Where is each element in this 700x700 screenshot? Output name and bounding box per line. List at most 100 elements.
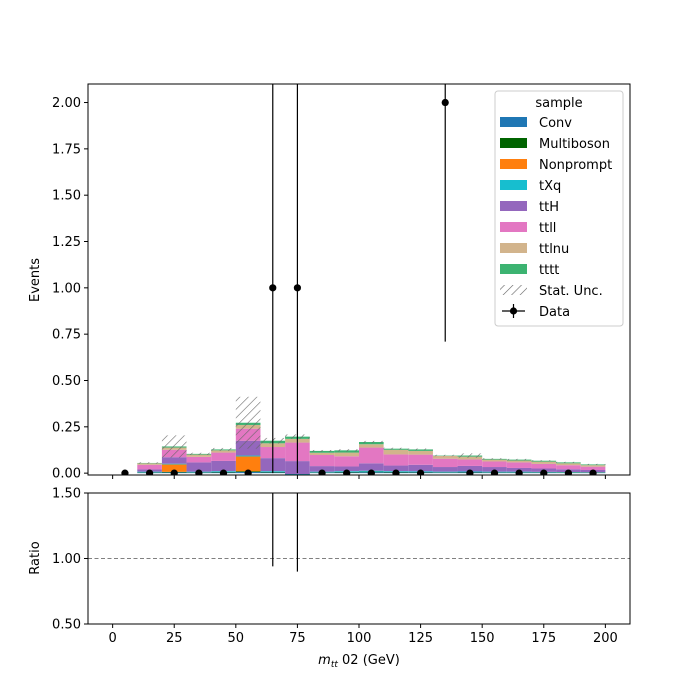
stat-unc-8 [309, 449, 335, 452]
y-tick-label-top-2: 0.50 [52, 374, 81, 389]
legend-label-ttll: ttll [539, 221, 556, 236]
bottom-y-axis: 0.50 1.00 1.50 [52, 487, 88, 633]
stat-unc-17 [531, 460, 557, 462]
stat-unc-3 [186, 452, 212, 455]
data-point-12 [416, 469, 425, 475]
bar-ttll-8 [309, 454, 335, 467]
x-tick-label-5: 125 [408, 631, 433, 646]
stat-unc-12 [408, 448, 433, 451]
data-points [121, 84, 597, 475]
legend-swatch-stat-unc [500, 285, 527, 295]
y-tick-label-top-0: 0.00 [52, 467, 81, 482]
stat-unc-4 [211, 447, 236, 451]
bar-ttlnu-11 [383, 449, 409, 455]
legend-label-tXq: tXq [539, 179, 561, 194]
x-tick-label-3: 75 [289, 631, 306, 646]
x-axis-label-m: m [318, 653, 331, 668]
data-point-2 [170, 469, 178, 475]
bar-ttll-10 [359, 447, 384, 464]
bar-ttll-13 [432, 458, 458, 468]
legend: sample Conv Multiboson Nonprompt tXq ttH ttll… [494, 90, 624, 327]
legend-swatch-tXq [500, 180, 527, 190]
legend-swatch-Nonprompt [500, 159, 527, 169]
legend-label-Conv: Conv [539, 116, 572, 131]
bar-ttH-9 [334, 466, 359, 472]
bar-ttlnu-19 [580, 465, 606, 467]
bar-ttlnu-13 [432, 455, 458, 459]
y-tick-label-top-6: 1.50 [52, 189, 81, 204]
top-x-axis-ticks [112, 475, 606, 479]
y-tick-label-top-3: 0.75 [52, 328, 81, 343]
data-point-13 [441, 98, 449, 107]
bar-ttlnu-15 [482, 459, 507, 462]
data-point-14 [466, 469, 474, 475]
data-point-10 [367, 469, 375, 475]
stat-unc-15 [482, 458, 507, 460]
bar-ttlnu-4 [211, 450, 236, 453]
bar-ttH-11 [383, 465, 409, 472]
bar-ttlnu-12 [408, 450, 433, 455]
bar-ttll-16 [506, 462, 532, 468]
y-axis-label-bottom: Ratio [28, 541, 43, 574]
bar-Nonprompt-2 [161, 464, 187, 472]
bar-ttll-17 [531, 463, 557, 469]
legend-swatch-Multiboson [500, 138, 527, 148]
stat-unc-14 [457, 453, 483, 458]
data-point-18 [564, 469, 573, 475]
ratio-panel [88, 493, 630, 572]
bar-ttlnu-14 [457, 456, 483, 460]
bar-ttH-14 [457, 465, 483, 472]
legend-swatch-ttll [500, 222, 527, 232]
x-tick-label-4: 100 [347, 631, 372, 646]
bar-ttH-2 [161, 457, 187, 464]
legend-title: sample [535, 96, 582, 111]
bar-ttll-15 [482, 461, 507, 468]
bar-ttll-1 [137, 464, 162, 470]
bottom-x-axis: 0 25 50 75 100 125 150 175 200 [108, 624, 618, 646]
legend-swatch-ttlnu [500, 243, 527, 253]
y-tick-label-top-8: 2.00 [52, 96, 81, 111]
stat-unc-18 [556, 461, 581, 463]
bar-ttll-14 [457, 459, 483, 466]
stat-unc-2 [161, 435, 187, 458]
top-y-axis: 0.00 0.25 0.50 0.75 1.00 1.25 1.50 1.75 2.00 [52, 96, 88, 482]
bar-ttH-8 [309, 466, 335, 472]
legend-swatch-Conv [500, 117, 527, 127]
stat-unc-10 [359, 440, 384, 444]
bar-ttlnu-10 [359, 444, 384, 448]
data-point-5 [244, 469, 252, 475]
x-tick-label-6: 150 [470, 631, 495, 646]
stat-unc-11 [383, 447, 409, 450]
bar-tXq-13 [432, 471, 458, 473]
data-point-11 [392, 469, 400, 475]
bar-ttlnu-9 [334, 452, 359, 457]
legend-label-Multiboson: Multiboson [539, 137, 610, 152]
y-axis-label-top: Events [28, 258, 43, 302]
bar-ttll-3 [186, 456, 212, 463]
y-tick-label-top-5: 1.25 [52, 235, 81, 250]
bar-ttH-4 [211, 460, 236, 472]
stat-unc-13 [432, 454, 458, 457]
data-point-1 [145, 469, 154, 475]
bar-tXq-7 [285, 474, 310, 475]
bar-tXq-2 [161, 463, 187, 465]
stat-unc-16 [506, 458, 532, 461]
legend-swatch-ttH [500, 201, 527, 211]
data-point-6 [269, 284, 277, 292]
bar-ttH-15 [482, 467, 507, 472]
y-tick-label-top-1: 0.25 [52, 420, 81, 435]
bar-ttlnu-17 [531, 461, 557, 464]
bar-Conv-13 [432, 472, 458, 474]
legend-swatch-tttt [500, 264, 527, 274]
stat-unc-1 [137, 462, 162, 464]
bar-ttll-12 [408, 454, 433, 465]
legend-label-data: Data [539, 305, 570, 320]
data-point-7 [293, 284, 302, 292]
bar-ttH-3 [186, 462, 212, 472]
x-axis-label: mtt 02 (GeV) [318, 653, 400, 670]
data-point-15 [490, 469, 499, 475]
data-point-9 [343, 469, 351, 475]
x-axis-label-sub: tt [331, 660, 339, 670]
data-point-17 [540, 469, 548, 475]
